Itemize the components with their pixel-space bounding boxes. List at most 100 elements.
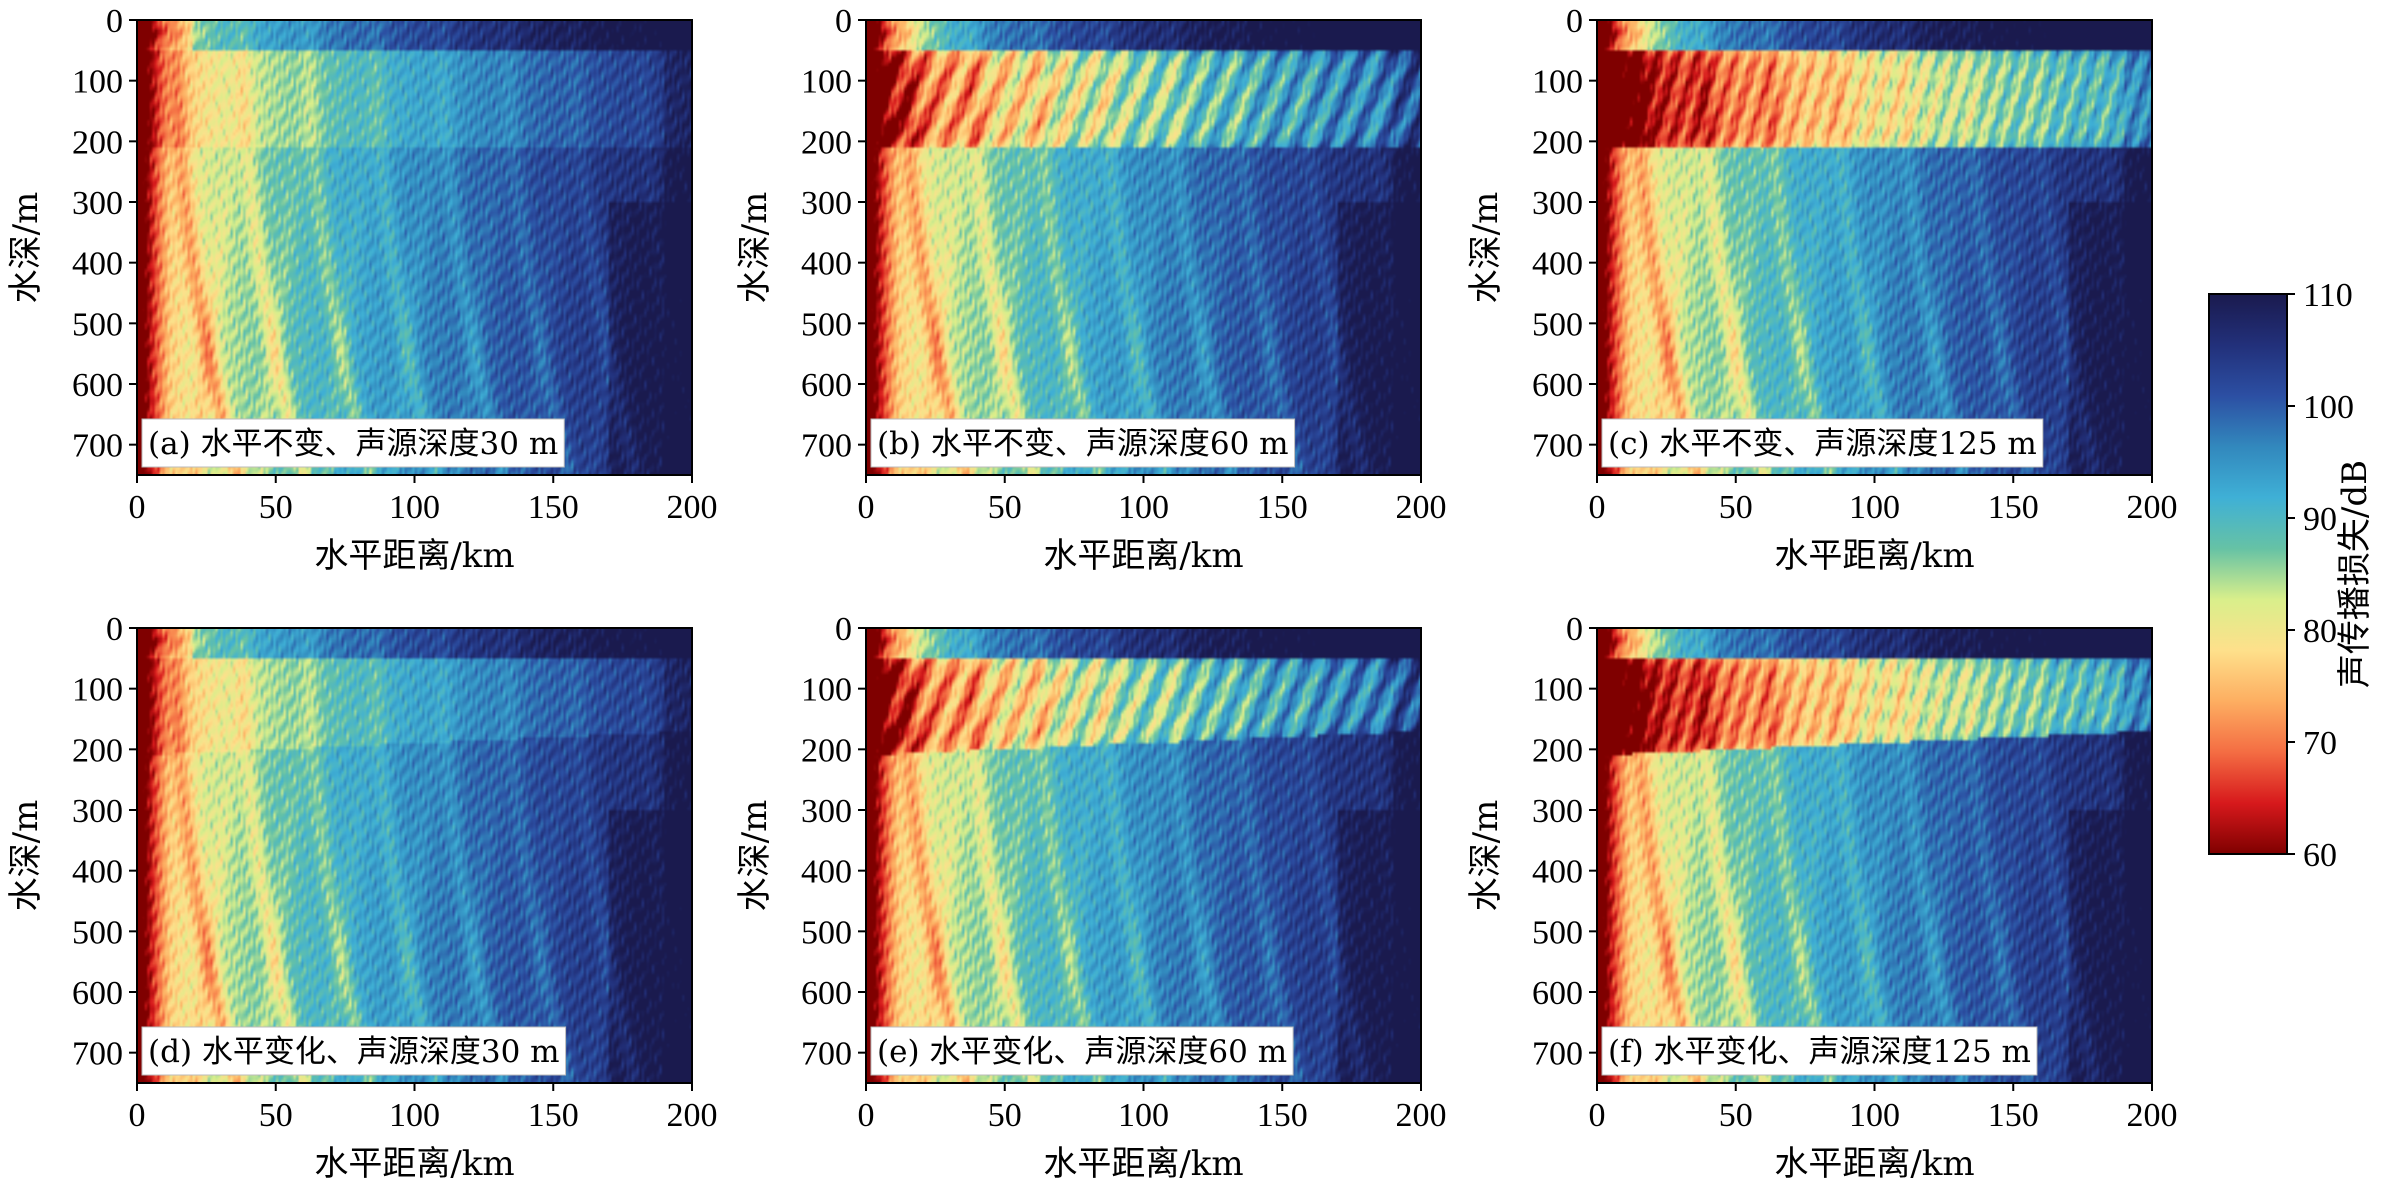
x-tick-label: 0 xyxy=(1589,1097,1606,1134)
panel-label-box xyxy=(141,1026,567,1076)
y-tick-label: 500 xyxy=(72,306,123,343)
x-tick-label: 200 xyxy=(667,1097,718,1134)
y-tick-label: 400 xyxy=(72,246,123,283)
heatmap-b xyxy=(866,20,1421,475)
panel-label-box xyxy=(1601,1026,2038,1076)
panel-label: (f) 水平变化、声源深度125 m xyxy=(1601,1026,2038,1076)
y-tick-label: 500 xyxy=(1532,306,1583,343)
panel-label: (d) 水平变化、声源深度30 m xyxy=(141,1026,567,1076)
y-tick-label: 100 xyxy=(801,672,852,709)
y-tick-label: 0 xyxy=(1566,3,1583,40)
panel-label-text: (e) 水平变化、声源深度60 m xyxy=(877,1034,1287,1070)
x-tick-label: 100 xyxy=(1118,489,1169,526)
x-tick-label: 50 xyxy=(988,1097,1022,1134)
x-tick-label: 100 xyxy=(1118,1097,1169,1134)
y-tick-label: 100 xyxy=(1532,64,1583,101)
y-tick-label: 500 xyxy=(72,914,123,951)
heatmap-e xyxy=(866,628,1421,1083)
colorbar-tick-label: 100 xyxy=(2303,389,2354,426)
y-axis-label: 水深/m xyxy=(6,192,46,304)
x-axis-label: 水平距离/km xyxy=(314,1144,514,1184)
colorbar-tick-label: 70 xyxy=(2303,725,2337,762)
y-tick-label: 600 xyxy=(1532,975,1583,1012)
panel-label-box xyxy=(870,1026,1294,1076)
colorbar: 60 70 80 90 100 110 声传播损失/dB xyxy=(2208,277,2375,874)
y-tick-label: 100 xyxy=(801,64,852,101)
x-tick-label: 150 xyxy=(1988,489,2039,526)
x-tick-label: 200 xyxy=(1396,1097,1447,1134)
x-tick-label: 200 xyxy=(2127,1097,2178,1134)
x-axis-label: 水平距离/km xyxy=(1774,536,1974,576)
x-tick-label: 50 xyxy=(1719,1097,1753,1134)
y-tick-label: 700 xyxy=(72,428,123,465)
heatmap-c xyxy=(1597,20,2152,475)
x-tick-label: 200 xyxy=(667,489,718,526)
x-tick-label: 100 xyxy=(389,489,440,526)
y-axis-label: 水深/m xyxy=(735,800,775,912)
y-axis-label: 水深/m xyxy=(6,800,46,912)
panel-e: 0 50 100 150 200 0 100 200 300 400 500 600 700 水平距离/k… xyxy=(735,611,1447,1184)
y-tick-label: 100 xyxy=(72,672,123,709)
y-tick-label: 700 xyxy=(801,1036,852,1073)
colorbar-tick-label: 90 xyxy=(2303,501,2337,538)
heatmap-a xyxy=(137,20,692,475)
panel-label-text: (a) 水平不变、声源深度30 m xyxy=(148,426,558,462)
x-tick-label: 150 xyxy=(528,489,579,526)
x-tick-label: 150 xyxy=(1257,1097,1308,1134)
y-tick-label: 300 xyxy=(801,185,852,222)
x-tick-label: 0 xyxy=(858,489,875,526)
x-tick-label: 150 xyxy=(528,1097,579,1134)
y-tick-label: 300 xyxy=(72,793,123,830)
panel-label-box xyxy=(870,418,1296,468)
x-axis-label: 水平距离/km xyxy=(314,536,514,576)
x-tick-label: 100 xyxy=(1849,489,1900,526)
x-tick-label: 150 xyxy=(1988,1097,2039,1134)
panel-label: (b) 水平不变、声源深度60 m xyxy=(870,418,1296,468)
colorbar-tick-label: 60 xyxy=(2303,837,2337,874)
y-axis-label: 水深/m xyxy=(735,192,775,304)
y-axis-label: 水深/m xyxy=(1466,800,1506,912)
y-tick-label: 300 xyxy=(1532,185,1583,222)
colorbar-bar xyxy=(2208,293,2288,855)
panel-label: (c) 水平不变、声源深度125 m xyxy=(1601,418,2044,468)
x-axis-label: 水平距离/km xyxy=(1043,536,1243,576)
x-tick-label: 0 xyxy=(129,1097,146,1134)
y-tick-label: 700 xyxy=(72,1036,123,1073)
panel-label-box xyxy=(1601,418,2044,468)
colorbar-label: 声传播损失/dB xyxy=(2335,460,2375,688)
panel-a: 0 50 100 150 200 0 100 200 300 400 500 600 700 水平距离/k… xyxy=(6,3,718,576)
x-tick-label: 200 xyxy=(2127,489,2178,526)
y-tick-label: 0 xyxy=(1566,611,1583,648)
y-tick-label: 300 xyxy=(72,185,123,222)
x-tick-label: 0 xyxy=(1589,489,1606,526)
x-tick-label: 100 xyxy=(389,1097,440,1134)
panel-c: 0 50 100 150 200 0 100 200 300 400 500 600 700 水平距离/k… xyxy=(1466,3,2178,576)
panel-label-text: (f) 水平变化、声源深度125 m xyxy=(1608,1034,2031,1070)
y-tick-label: 0 xyxy=(106,611,123,648)
x-tick-label: 200 xyxy=(1396,489,1447,526)
panel-label-text: (b) 水平不变、声源深度60 m xyxy=(877,426,1289,462)
panel-label: (e) 水平变化、声源深度60 m xyxy=(870,1026,1294,1076)
x-axis-label: 水平距离/km xyxy=(1774,1144,1974,1184)
heatmap-d xyxy=(137,628,692,1083)
y-tick-label: 200 xyxy=(72,732,123,769)
y-tick-label: 200 xyxy=(72,124,123,161)
y-tick-label: 400 xyxy=(801,246,852,283)
y-tick-label: 300 xyxy=(801,793,852,830)
x-tick-label: 50 xyxy=(259,1097,293,1134)
y-tick-label: 200 xyxy=(1532,124,1583,161)
y-tick-label: 0 xyxy=(106,3,123,40)
x-tick-label: 0 xyxy=(129,489,146,526)
panel-f: 0 50 100 150 200 0 100 200 300 400 500 600 700 水平距离/k… xyxy=(1466,611,2178,1184)
y-tick-label: 500 xyxy=(801,306,852,343)
x-tick-label: 50 xyxy=(1719,489,1753,526)
colorbar-tick-label: 80 xyxy=(2303,613,2337,650)
y-tick-label: 400 xyxy=(1532,854,1583,891)
heatmap-f xyxy=(1597,628,2152,1083)
x-tick-label: 100 xyxy=(1849,1097,1900,1134)
y-tick-label: 600 xyxy=(801,367,852,404)
panel-b: 0 50 100 150 200 0 100 200 300 400 500 600 700 水平距离/k… xyxy=(735,3,1447,576)
y-tick-label: 700 xyxy=(801,428,852,465)
y-tick-label: 200 xyxy=(801,124,852,161)
